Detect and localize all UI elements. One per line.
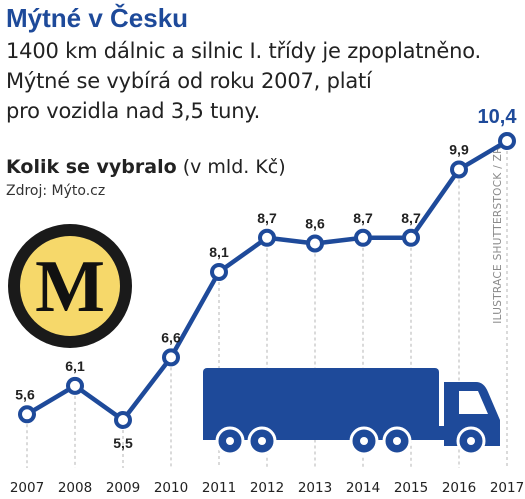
x-tick-label-2007: 2007 bbox=[10, 480, 44, 496]
data-point-2012 bbox=[258, 228, 276, 247]
data-label-2009: 5,5 bbox=[113, 435, 133, 451]
unit-note: (v mld. Kč) bbox=[182, 156, 286, 178]
truck-wheel-hub-3 bbox=[360, 437, 368, 445]
x-tick-label-2016: 2016 bbox=[442, 480, 476, 496]
data-label-2011: 8,1 bbox=[209, 244, 229, 260]
truck-trailer bbox=[203, 368, 439, 430]
chart-title-main: Mýtné v Česku bbox=[6, 3, 189, 33]
description: 1400 km dálnic a silnic I. třídy je zpop… bbox=[6, 36, 521, 126]
x-tick-label-2014: 2014 bbox=[346, 480, 380, 496]
data-points bbox=[18, 132, 516, 429]
truck-wheel-hub-2 bbox=[258, 437, 266, 445]
data-point-2007 bbox=[18, 405, 36, 424]
logo-letter: M bbox=[35, 246, 105, 328]
data-label-2013: 8,6 bbox=[305, 215, 325, 231]
data-point-2016 bbox=[450, 160, 468, 179]
truck-icon bbox=[203, 368, 500, 456]
logo-inner-circle bbox=[20, 236, 120, 336]
data-point-2014 bbox=[354, 228, 372, 247]
data-point-2011 bbox=[210, 262, 228, 281]
truck-wheel-hub-1 bbox=[226, 437, 234, 445]
x-tick-label-2013: 2013 bbox=[298, 480, 332, 496]
data-point-2008 bbox=[66, 376, 84, 395]
data-labels: 5,6 6,1 5,5 6,6 8,1 8,7 8,6 8,7 8,7 9,9 10,4 bbox=[15, 106, 517, 451]
data-point-2013 bbox=[306, 234, 324, 253]
data-label-2010: 6,6 bbox=[161, 329, 181, 345]
x-tick-label-2010: 2010 bbox=[154, 480, 188, 496]
data-label-2007: 5,6 bbox=[15, 386, 35, 402]
x-axis-labels: 2007 2008 2009 2010 2011 2012 2013 2014 2015 2016… bbox=[10, 480, 524, 496]
data-point-2010 bbox=[162, 348, 180, 367]
x-tick-label-2008: 2008 bbox=[58, 480, 92, 496]
truck-wheel-hub-5 bbox=[467, 437, 475, 445]
data-point-2009 bbox=[114, 411, 132, 429]
x-tick-label-2012: 2012 bbox=[250, 480, 284, 496]
description-line-2: Mýtné se vybírá od roku 2007, platí bbox=[6, 69, 372, 93]
x-tick-label-2015: 2015 bbox=[394, 480, 428, 496]
description-line-1: 1400 km dálnic a silnic I. třídy je zpop… bbox=[6, 39, 481, 63]
data-point-2017 bbox=[498, 132, 516, 150]
data-label-2016: 9,9 bbox=[449, 141, 469, 157]
x-tick-label-2011: 2011 bbox=[202, 480, 236, 496]
truck-wheels bbox=[215, 426, 486, 456]
description-line-3: pro vozidla nad 3,5 tuny. bbox=[6, 99, 261, 123]
chart-subtitle: Kolik se vybralo (v mld. Kč) bbox=[6, 154, 286, 180]
logo-m-icon: M bbox=[8, 224, 132, 348]
data-label-2015: 8,7 bbox=[401, 210, 421, 226]
truck-wheel-hub-4 bbox=[393, 437, 401, 445]
source-note: Zdroj: Mýto.cz bbox=[6, 183, 106, 199]
chart-title: Kolik se vybralo bbox=[6, 156, 177, 178]
data-label-2008: 6,1 bbox=[65, 358, 85, 374]
data-label-2017: 10,4 bbox=[478, 106, 518, 128]
x-tick-label-2009: 2009 bbox=[106, 480, 140, 496]
data-label-2014: 8,7 bbox=[353, 210, 373, 226]
data-label-2012: 8,7 bbox=[257, 210, 277, 226]
x-tick-label-2017: 2017 bbox=[490, 480, 524, 496]
data-point-2015 bbox=[402, 228, 420, 247]
truck-windshield bbox=[459, 391, 488, 414]
